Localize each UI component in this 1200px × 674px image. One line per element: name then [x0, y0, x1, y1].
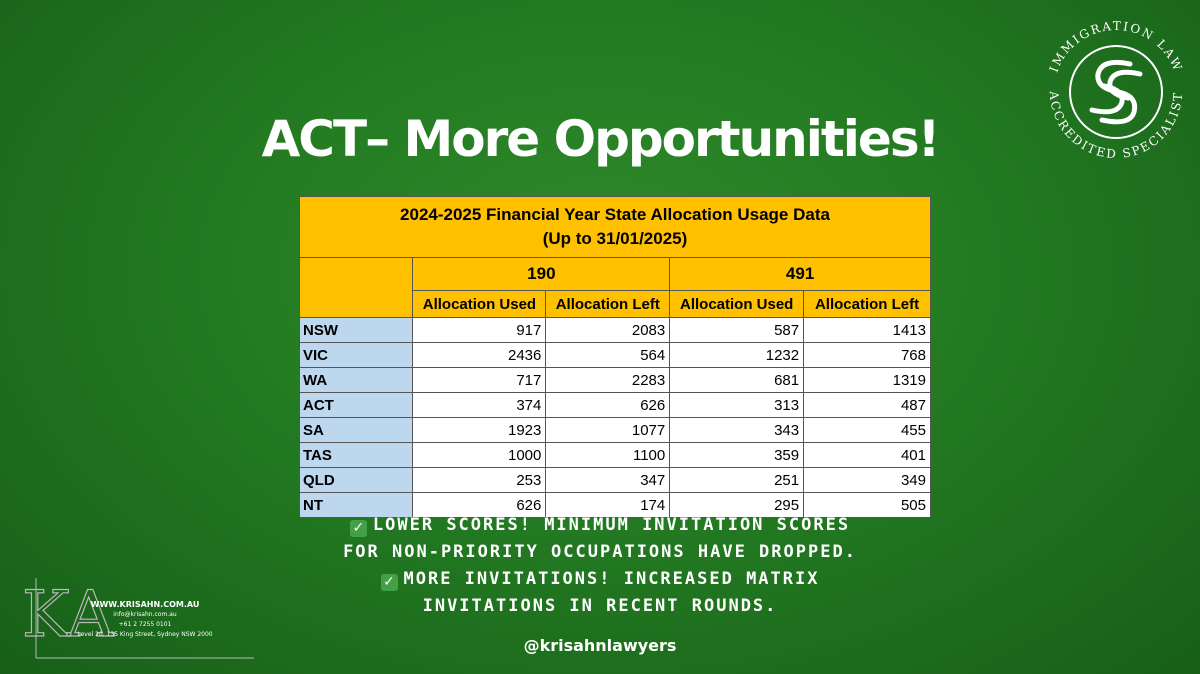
- svg-text:ACCREDITED SPECIALIST: ACCREDITED SPECIALIST: [1047, 90, 1185, 162]
- value-cell: 313: [669, 392, 805, 418]
- value-cell: 2436: [412, 342, 547, 368]
- bullet-list: ✓ LOWER SCORES! MINIMUM INVITATION SCORES…: [0, 512, 1200, 620]
- value-cell: 343: [669, 417, 805, 443]
- bullet-continuation: INVITATIONS IN RECENT ROUNDS.: [422, 596, 778, 616]
- value-cell: 1413: [803, 317, 931, 343]
- bullet-text: LOWER SCORES! MINIMUM INVITATION SCORES: [372, 515, 851, 535]
- check-icon: ✓: [380, 574, 398, 591]
- table-row: WA 717 2283 681 1319: [298, 367, 931, 393]
- value-cell: 401: [803, 442, 931, 468]
- subheader: Allocation Used: [412, 290, 547, 318]
- value-cell: 487: [803, 392, 931, 418]
- bullet-continuation: FOR NON-PRIORITY OCCUPATIONS HAVE DROPPE…: [343, 542, 857, 562]
- logo-letters: KA: [22, 578, 114, 652]
- bullet-item: ✓ LOWER SCORES! MINIMUM INVITATION SCORES: [0, 512, 1200, 539]
- value-cell: 2283: [545, 367, 671, 393]
- table-row: VIC 2436 564 1232 768: [298, 342, 931, 368]
- allocation-table: 2024-2025 Financial Year State Allocatio…: [298, 196, 931, 518]
- table-row: NT 626 174 295 505: [298, 492, 931, 518]
- header-blank: [298, 257, 414, 318]
- seal-icon: IMMIGRATION LAW ACCREDITED SPECIALIST: [1047, 19, 1185, 162]
- group-190: 190: [412, 257, 671, 291]
- value-cell: 455: [803, 417, 931, 443]
- table-row: ACT 374 626 313 487: [298, 392, 931, 418]
- bullet-text: MORE INVITATIONS! INCREASED MATRIX: [403, 569, 820, 589]
- state-cell: WA: [298, 367, 414, 393]
- table-row: TAS 1000 1100 359 401: [298, 442, 931, 468]
- state-cell: NSW: [298, 317, 414, 343]
- state-cell: ACT: [298, 392, 414, 418]
- value-cell: 564: [545, 342, 671, 368]
- table-title: 2024-2025 Financial Year State Allocatio…: [299, 196, 931, 258]
- check-icon: ✓: [349, 520, 367, 537]
- contact-block: WWW.KRISAHN.COM.AU info@krisahn.com.au +…: [60, 600, 230, 640]
- value-cell: 768: [803, 342, 931, 368]
- value-cell: 295: [669, 492, 805, 518]
- phone-text: +61 2 7255 0101: [118, 621, 172, 628]
- value-cell: 626: [412, 492, 547, 518]
- state-cell: VIC: [298, 342, 414, 368]
- table-row: QLD 253 347 251 349: [298, 467, 931, 493]
- allocation-table-wrap: 2024-2025 Financial Year State Allocatio…: [298, 196, 931, 518]
- value-cell: 359: [669, 442, 805, 468]
- state-cell: NT: [298, 492, 414, 518]
- website-link[interactable]: WWW.KRISAHN.COM.AU: [90, 600, 200, 609]
- group-491: 491: [669, 257, 931, 291]
- subheader: Allocation Used: [669, 290, 805, 318]
- value-cell: 1100: [545, 442, 671, 468]
- value-cell: 253: [412, 467, 547, 493]
- value-cell: 349: [803, 467, 931, 493]
- value-cell: 917: [412, 317, 547, 343]
- value-cell: 1232: [669, 342, 805, 368]
- table-title-line2: (Up to 31/01/2025): [542, 229, 688, 248]
- value-cell: 174: [545, 492, 671, 518]
- value-cell: 626: [545, 392, 671, 418]
- table-row: SA 1923 1077 343 455: [298, 417, 931, 443]
- value-cell: 1923: [412, 417, 547, 443]
- value-cell: 681: [669, 367, 805, 393]
- email-link[interactable]: info@krisahn.com.au: [113, 611, 177, 618]
- state-cell: TAS: [298, 442, 414, 468]
- state-cell: QLD: [298, 467, 414, 493]
- social-handle: @krisahnlawyers: [523, 636, 677, 655]
- value-cell: 587: [669, 317, 805, 343]
- value-cell: 505: [803, 492, 931, 518]
- address-text: Level 20, 135 King Street, Sydney NSW 20…: [77, 631, 213, 638]
- state-cell: SA: [298, 417, 414, 443]
- subheader: Allocation Left: [803, 290, 931, 318]
- firm-logo: KA: [22, 577, 254, 659]
- value-cell: 2083: [545, 317, 671, 343]
- value-cell: 1319: [803, 367, 931, 393]
- table-title-line1: 2024-2025 Financial Year State Allocatio…: [400, 205, 830, 224]
- value-cell: 1000: [412, 442, 547, 468]
- bullet-item: ✓ MORE INVITATIONS! INCREASED MATRIX: [0, 566, 1200, 593]
- value-cell: 251: [669, 467, 805, 493]
- headline: ACT– More Opportunities!: [261, 110, 941, 168]
- table-row: NSW 917 2083 587 1413: [298, 317, 931, 343]
- seal-bottom-text: ACCREDITED SPECIALIST: [1047, 90, 1183, 162]
- value-cell: 347: [545, 467, 671, 493]
- value-cell: 374: [412, 392, 547, 418]
- value-cell: 1077: [545, 417, 671, 443]
- subheader: Allocation Left: [545, 290, 671, 318]
- value-cell: 717: [412, 367, 547, 393]
